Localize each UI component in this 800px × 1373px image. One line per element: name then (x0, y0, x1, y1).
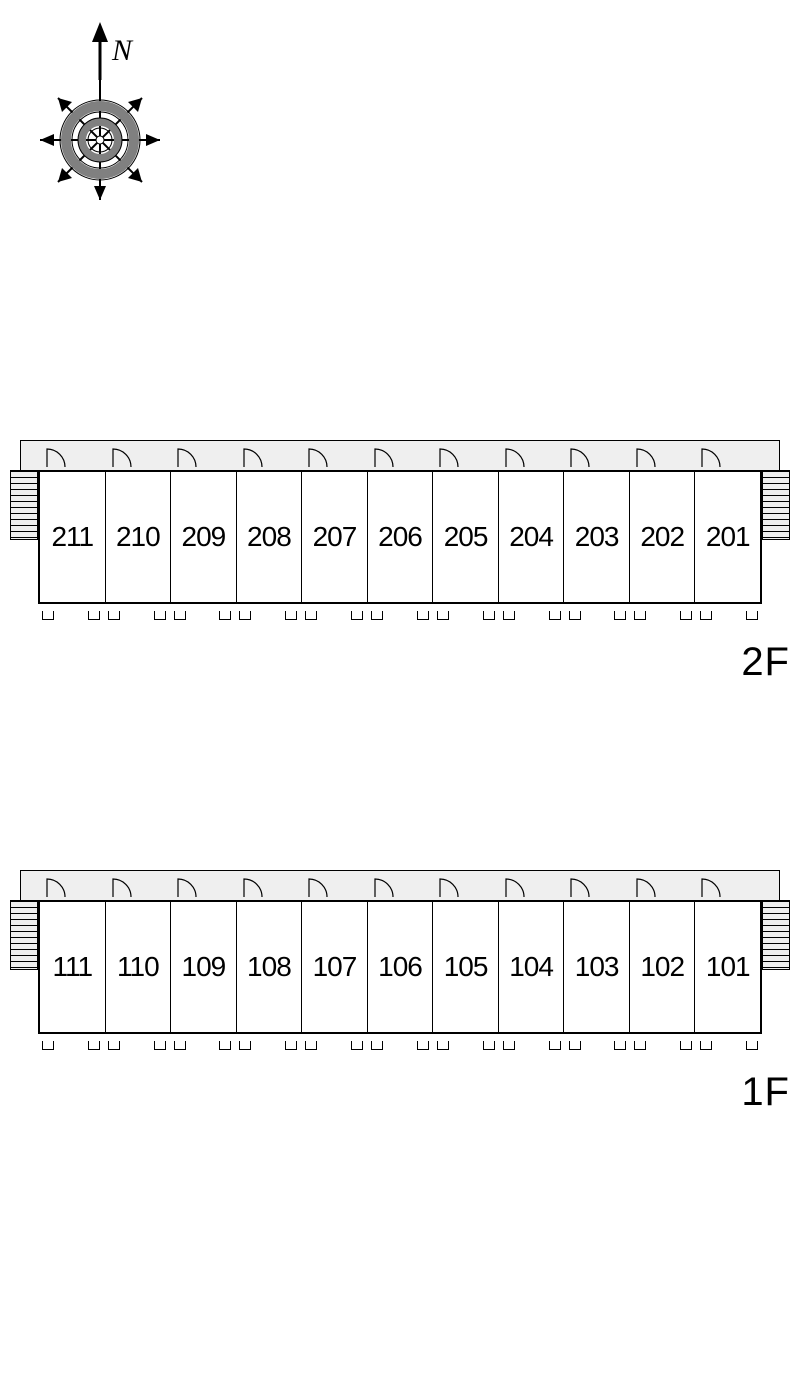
door-swing-icon (308, 876, 330, 898)
unit-label: 111 (52, 951, 92, 983)
floor-2: 211 210 209 208 207 (10, 440, 790, 620)
floor-label: 2F (741, 640, 790, 685)
unit-label: 206 (378, 521, 422, 553)
door-swing-icon (177, 876, 199, 898)
door-swing-icon (505, 446, 527, 468)
door-swing-icon (112, 446, 134, 468)
unit-cell: 206 (368, 472, 434, 602)
compass-icon: N (30, 20, 170, 220)
unit-label: 205 (444, 521, 488, 553)
floorplan-canvas: N (0, 0, 800, 1373)
door-swing-icon (570, 446, 592, 468)
unit-label: 208 (247, 521, 291, 553)
unit-cell: 102 (630, 902, 696, 1032)
unit-cell: 210 (106, 472, 172, 602)
unit-label: 107 (313, 951, 357, 983)
stair-right-icon (762, 470, 790, 540)
unit-cell: 101 (695, 902, 760, 1032)
unit-label: 105 (444, 951, 488, 983)
unit-cell: 205 (433, 472, 499, 602)
floor-label: 1F (741, 1070, 790, 1115)
door-swing-icon (570, 876, 592, 898)
unit-label: 110 (117, 951, 159, 983)
unit-cell: 104 (499, 902, 565, 1032)
unit-label: 108 (247, 951, 291, 983)
door-swing-icon (46, 876, 68, 898)
footing-row (38, 606, 762, 620)
door-swing-icon (374, 876, 396, 898)
unit-cell: 103 (564, 902, 630, 1032)
floor-1-building: 111 110 109 108 107 (10, 870, 790, 1050)
unit-label: 102 (640, 951, 684, 983)
unit-cell: 107 (302, 902, 368, 1032)
compass-label: N (111, 34, 134, 67)
unit-label: 104 (509, 951, 553, 983)
unit-cell: 105 (433, 902, 499, 1032)
floor-2-building: 211 210 209 208 207 (10, 440, 790, 620)
unit-cell: 109 (171, 902, 237, 1032)
door-swing-icon (374, 446, 396, 468)
door-swing-icon (243, 876, 265, 898)
door-swing-icon (636, 446, 658, 468)
unit-label: 204 (509, 521, 553, 553)
door-swing-icon (439, 446, 461, 468)
unit-label: 106 (378, 951, 422, 983)
door-swing-icon (701, 446, 723, 468)
door-swing-icon (439, 876, 461, 898)
stair-left-icon (10, 470, 38, 540)
unit-label: 101 (706, 951, 750, 983)
unit-cell: 209 (171, 472, 237, 602)
unit-cell: 201 (695, 472, 760, 602)
door-swing-icon (112, 876, 134, 898)
unit-cell: 202 (630, 472, 696, 602)
unit-cell: 203 (564, 472, 630, 602)
door-swing-icon (243, 446, 265, 468)
unit-label: 211 (51, 521, 93, 553)
unit-cell: 106 (368, 902, 434, 1032)
door-swing-icon (505, 876, 527, 898)
stair-right-icon (762, 900, 790, 970)
unit-label: 201 (706, 521, 750, 553)
floor-1: 111 110 109 108 107 (10, 870, 790, 1050)
units-row: 211 210 209 208 207 (38, 470, 762, 604)
door-swing-icon (46, 446, 68, 468)
unit-cell: 211 (40, 472, 106, 602)
corridor (20, 440, 780, 474)
footing-row (38, 1036, 762, 1050)
unit-cell: 110 (106, 902, 172, 1032)
unit-label: 202 (640, 521, 684, 553)
unit-label: 207 (313, 521, 357, 553)
unit-cell: 108 (237, 902, 303, 1032)
units-row: 111 110 109 108 107 (38, 900, 762, 1034)
corridor (20, 870, 780, 904)
unit-label: 210 (116, 521, 160, 553)
unit-label: 203 (575, 521, 619, 553)
unit-cell: 207 (302, 472, 368, 602)
door-swing-icon (636, 876, 658, 898)
door-swing-icon (701, 876, 723, 898)
unit-cell: 208 (237, 472, 303, 602)
unit-cell: 204 (499, 472, 565, 602)
unit-label: 109 (182, 951, 226, 983)
unit-label: 209 (182, 521, 226, 553)
door-swing-icon (177, 446, 199, 468)
door-swing-icon (308, 446, 330, 468)
unit-label: 103 (575, 951, 619, 983)
stair-left-icon (10, 900, 38, 970)
unit-cell: 111 (40, 902, 106, 1032)
